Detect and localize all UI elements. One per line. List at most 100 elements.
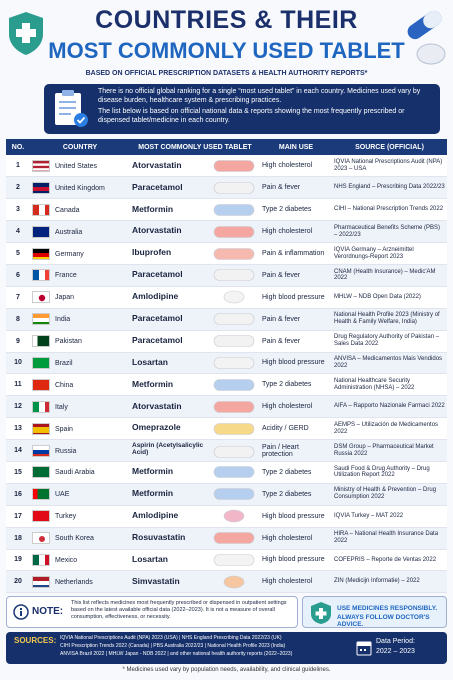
main-use: High cholesterol	[260, 220, 332, 244]
table-row: 9 Pakistan Paracetamol Pain & fever Drug Reg…	[6, 330, 447, 353]
table-row: 17 Turkey Amlodipine High blood pressure IQV…	[6, 505, 447, 528]
pill-icon	[213, 225, 255, 238]
table-row: 8 India Paracetamol Pain & fever National He…	[6, 308, 447, 331]
tablet-cell: Metformin	[130, 483, 260, 506]
main-use: Pain & inflammation	[260, 242, 332, 265]
period: 2022 – 2023	[376, 648, 415, 655]
flag	[32, 553, 52, 567]
tablet-name: Atorvastatin	[132, 400, 182, 411]
country-cell: Brazil	[30, 352, 130, 375]
country-cell: Japan	[30, 286, 130, 309]
flag-stripe	[45, 204, 52, 217]
flag-stripe	[33, 426, 51, 430]
tablet-name: Metformin	[132, 203, 174, 214]
column-header: NO.	[6, 139, 30, 155]
flag-stripe	[33, 517, 51, 524]
main-use: Pain & fever	[260, 176, 332, 200]
flag-stripe	[33, 226, 51, 233]
sources-list: IQVIA National Prescriptions Audit (NPA)…	[60, 634, 292, 658]
source: MHLW – NDB Open Data (2022)	[332, 286, 447, 309]
country-name: South Korea	[55, 534, 94, 542]
table-row: 1 United States Atorvastatin High cholester…	[6, 155, 447, 178]
flag	[32, 313, 51, 327]
pill	[213, 247, 255, 260]
row-number: 14	[6, 439, 30, 462]
note-label: NOTE:	[32, 606, 64, 617]
tablet-cell: Losartan	[130, 549, 260, 572]
source: NHS England – Prescribing Data 2022/23	[332, 176, 447, 200]
pill	[213, 335, 255, 347]
flag	[32, 400, 52, 414]
pill-icon	[213, 446, 255, 458]
flag-stripe	[33, 165, 51, 169]
row-number: 4	[6, 220, 30, 244]
sources-box: SOURCES: IQVIA National Prescriptions Au…	[6, 632, 447, 664]
table-row: 10 Brazil Losartan High blood pressure ANVIS…	[6, 352, 447, 375]
pill-icon	[213, 422, 255, 435]
row-number: 15	[6, 461, 30, 484]
country-name: Spain	[55, 425, 73, 433]
flag-stripe	[37, 336, 43, 349]
pill	[213, 182, 255, 194]
flag-stripe	[37, 489, 43, 502]
country-cell: Canada	[30, 198, 130, 222]
source: AIFA – Rapporto Nazionale Farmaci 2022	[332, 395, 447, 419]
flag-stripe	[33, 445, 51, 450]
table-row: 13 Spain Omeprazole Acidity / GERD AEMPS – U…	[6, 417, 447, 441]
flag-stripe	[42, 336, 47, 349]
flag-stripe	[33, 584, 51, 590]
pill-icon	[213, 532, 255, 544]
country-name: United Kingdom	[55, 184, 105, 192]
flag-stripe	[33, 160, 51, 164]
table-row: 15 Saudi Arabia Metformin Type 2 diabetes Sa…	[6, 461, 447, 484]
flag-stripe	[33, 511, 51, 518]
main-use: High blood pressure	[260, 505, 332, 528]
row-number: 11	[6, 373, 30, 397]
advice-text: USE MEDICINES RESPONSIBLY.	[337, 605, 438, 612]
flag-stripe	[45, 270, 52, 283]
source: National Health Profile 2023 (Ministry o…	[332, 308, 447, 331]
pill-icon	[213, 400, 255, 413]
note-box: NOTE: This list reflects medicines most …	[6, 596, 298, 628]
pill	[213, 313, 255, 325]
table-row: 3 Canada Metformin Type 2 diabetes CIHI – Na…	[6, 198, 447, 222]
source: CIHI – National Prescription Trends 2022	[332, 198, 447, 222]
tablet-cell: Aspirin (Acetylsalicylic Acid)	[130, 439, 260, 462]
flag-stripe	[33, 554, 40, 567]
pill	[223, 509, 245, 523]
table-row: 14 Russia Aspirin (Acetylsalicylic Acid) Pa…	[6, 439, 447, 462]
country-name: Russia	[55, 447, 77, 455]
main-use: High blood pressure	[260, 549, 332, 572]
country-cell: United Kingdom	[30, 176, 130, 200]
flag-dot	[39, 536, 45, 543]
tablet-cell: Atorvastatin	[130, 395, 260, 419]
tablet-name: Ibuprofen	[132, 247, 172, 258]
source: AEMPS – Utilización de Medicamentos 2022	[332, 417, 447, 441]
tablet-cell: Metformin	[130, 198, 260, 222]
row-number: 6	[6, 264, 30, 287]
flag	[32, 488, 52, 502]
flag-stripe	[33, 256, 51, 261]
country-name: UAE	[55, 491, 70, 499]
flag-stripe	[33, 186, 51, 192]
pill-icon	[213, 466, 255, 479]
pill	[213, 554, 255, 566]
flag-dot	[38, 295, 46, 302]
source: Drug Regulatory Authority of Pakistan – …	[332, 330, 447, 353]
tablet-cell: Metformin	[130, 373, 260, 397]
source-line: IQVIA National Prescriptions Audit (NPA)…	[60, 635, 282, 641]
flag-stripe	[33, 385, 51, 393]
flag	[32, 378, 51, 393]
flag-stripe	[33, 248, 51, 253]
pill	[213, 225, 255, 238]
country-cell: Mexico	[30, 549, 130, 572]
country-cell: Pakistan	[30, 330, 130, 353]
main-use: High blood pressure	[260, 286, 332, 309]
flag-stripe	[33, 322, 51, 327]
tablet-cell: Simvastatin	[130, 570, 260, 594]
main-use: Type 2 diabetes	[260, 373, 332, 397]
period-label: Data Period:	[376, 638, 415, 645]
flag	[32, 181, 51, 196]
country-name: Brazil	[55, 359, 73, 367]
